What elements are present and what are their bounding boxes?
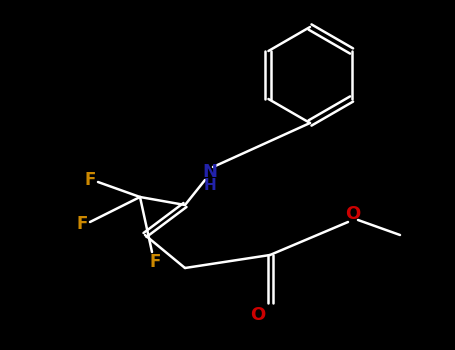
Text: F: F	[149, 253, 161, 271]
Text: O: O	[345, 205, 361, 223]
Text: F: F	[84, 171, 96, 189]
Text: F: F	[76, 215, 88, 233]
Text: H: H	[204, 178, 217, 194]
Text: N: N	[202, 163, 217, 181]
Text: O: O	[250, 306, 266, 324]
